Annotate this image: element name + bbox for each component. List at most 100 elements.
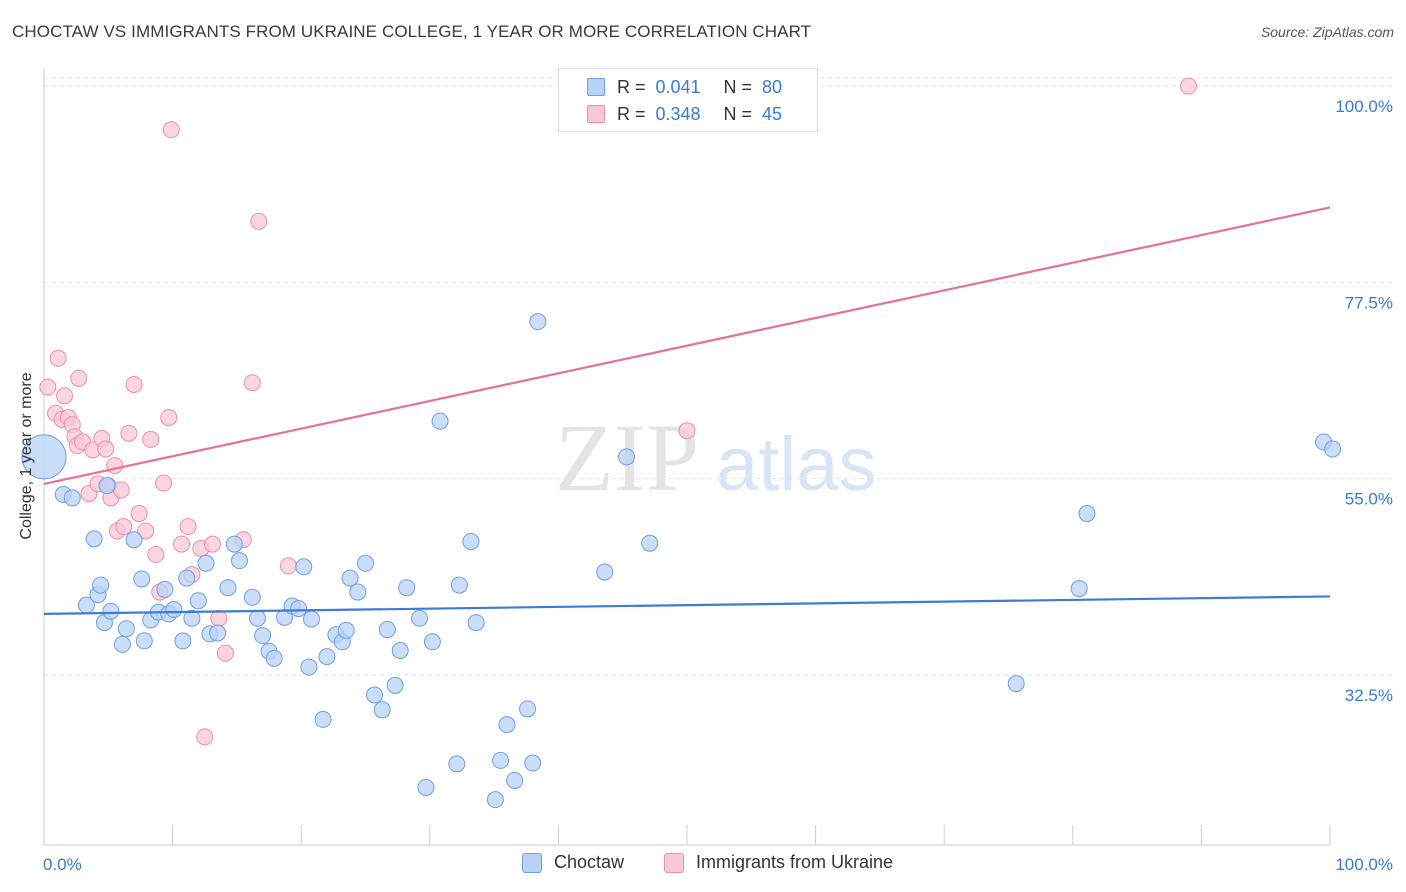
- ukraine-point: [243, 374, 261, 392]
- choctaw-point: [113, 635, 131, 653]
- choctaw-point: [462, 532, 480, 550]
- choctaw-point: [183, 609, 201, 627]
- y-tick-label: 55.0%: [1345, 490, 1393, 509]
- choctaw-point: [254, 627, 272, 645]
- legend-swatch-ukraine: [587, 105, 605, 123]
- legend-row-choctaw: R = 0.041 N = 80: [587, 75, 782, 99]
- bottom-legend-label-ukraine: Immigrants from Ukraine: [696, 852, 894, 872]
- choctaw-point: [21, 434, 67, 480]
- ukraine-point: [115, 518, 133, 536]
- trend-layer: [43, 206, 1331, 615]
- choctaw-point: [318, 648, 336, 666]
- x-tick-label: 0.0%: [43, 855, 82, 874]
- legend: R = 0.041 N = 80 R = 0.348 N = 45: [558, 68, 818, 132]
- choctaw-point: [492, 751, 510, 769]
- ukraine-point: [106, 457, 124, 475]
- choctaw-point: [85, 530, 103, 548]
- choctaw-point: [1324, 440, 1342, 458]
- ukraine-point: [155, 474, 173, 492]
- ukraine-point: [120, 424, 138, 442]
- choctaw-point: [337, 621, 355, 639]
- ukraine-point: [179, 518, 197, 536]
- ukraine-point: [112, 481, 130, 499]
- choctaw-point: [156, 580, 174, 598]
- ukraine-point: [678, 422, 696, 440]
- bottom-legend-swatch-choctaw: [522, 852, 542, 873]
- choctaw-point: [178, 569, 196, 587]
- choctaw-point: [1070, 580, 1088, 598]
- choctaw-point: [92, 576, 110, 594]
- legend-n-label: N =: [723, 103, 753, 124]
- choctaw-point: [529, 313, 547, 331]
- choctaw-point: [135, 632, 153, 650]
- ukraine-point: [130, 505, 148, 523]
- choctaw-point: [423, 633, 441, 651]
- ukraine-point: [39, 378, 57, 396]
- ukraine-point: [125, 375, 143, 393]
- choctaw-point: [349, 583, 367, 601]
- choctaw-point: [431, 412, 449, 430]
- ukraine-point: [196, 728, 214, 746]
- legend-n-value: 45: [762, 103, 783, 124]
- legend-n-value: 80: [762, 76, 783, 97]
- y-tick-label: 100.0%: [1335, 97, 1393, 116]
- choctaw-point: [519, 700, 537, 718]
- choctaw-point: [225, 535, 243, 553]
- choctaw-point: [248, 609, 266, 627]
- choctaw-points: [21, 313, 1342, 809]
- ukraine-point: [203, 535, 221, 553]
- tick-labels: 32.5% 55.0% 77.5% 100.0% 0.0% 100.0%: [43, 97, 1393, 874]
- ukraine-point: [1180, 77, 1198, 95]
- choctaw-point: [641, 534, 659, 552]
- choctaw-point: [1007, 675, 1025, 693]
- ukraine-point: [147, 546, 165, 564]
- choctaw-point: [189, 592, 207, 610]
- choctaw-point: [398, 579, 416, 597]
- choctaw-point: [411, 609, 429, 627]
- legend-r-label: R =: [617, 76, 646, 97]
- choctaw-point: [450, 576, 468, 594]
- ukraine-point: [56, 387, 74, 405]
- choctaw-point: [314, 710, 332, 728]
- y-axis-label: College, 1 year or more: [18, 372, 35, 540]
- choctaw-point: [391, 641, 409, 659]
- choctaw-point: [341, 569, 359, 587]
- choctaw-point: [357, 554, 374, 572]
- choctaw-point: [219, 579, 237, 597]
- ukraine-trend-line: [43, 206, 1331, 485]
- source-label: Source: ZipAtlas.com: [1260, 24, 1394, 40]
- legend-row-ukraine: R = 0.348 N = 45: [587, 102, 782, 126]
- ukraine-point: [173, 535, 191, 553]
- ukraine-point: [279, 557, 297, 575]
- ukraine-point: [97, 440, 115, 458]
- choctaw-point: [618, 448, 636, 466]
- x-tick-label: 100.0%: [1335, 855, 1393, 874]
- legend-swatch-choctaw: [587, 78, 605, 96]
- watermark-atlas: atlas: [716, 422, 877, 507]
- choctaw-point: [596, 563, 614, 581]
- grid-layer: [44, 77, 1392, 676]
- y-tick-label: 32.5%: [1345, 686, 1393, 705]
- choctaw-point: [467, 614, 485, 632]
- choctaw-point: [366, 686, 384, 704]
- choctaw-point: [133, 570, 151, 588]
- bottom-legend-ukraine: Immigrants from Ukraine: [664, 852, 893, 873]
- choctaw-point: [498, 716, 516, 734]
- legend-r-value: 0.348: [655, 103, 701, 124]
- choctaw-point: [98, 477, 116, 495]
- choctaw-point: [373, 701, 391, 719]
- ukraine-point: [142, 430, 160, 448]
- ukraine-point: [162, 121, 180, 139]
- choctaw-point: [506, 771, 524, 789]
- choctaw-point: [117, 620, 135, 638]
- choctaw-point: [300, 658, 318, 676]
- choctaw-point: [1078, 505, 1096, 523]
- ukraine-point: [70, 369, 88, 387]
- chart-title: CHOCTAW VS IMMIGRANTS FROM UKRAINE COLLE…: [12, 22, 812, 41]
- choctaw-point: [448, 755, 466, 773]
- choctaw-point: [63, 489, 81, 507]
- choctaw-point: [486, 791, 504, 809]
- choctaw-point: [102, 602, 120, 620]
- choctaw-point: [165, 601, 183, 618]
